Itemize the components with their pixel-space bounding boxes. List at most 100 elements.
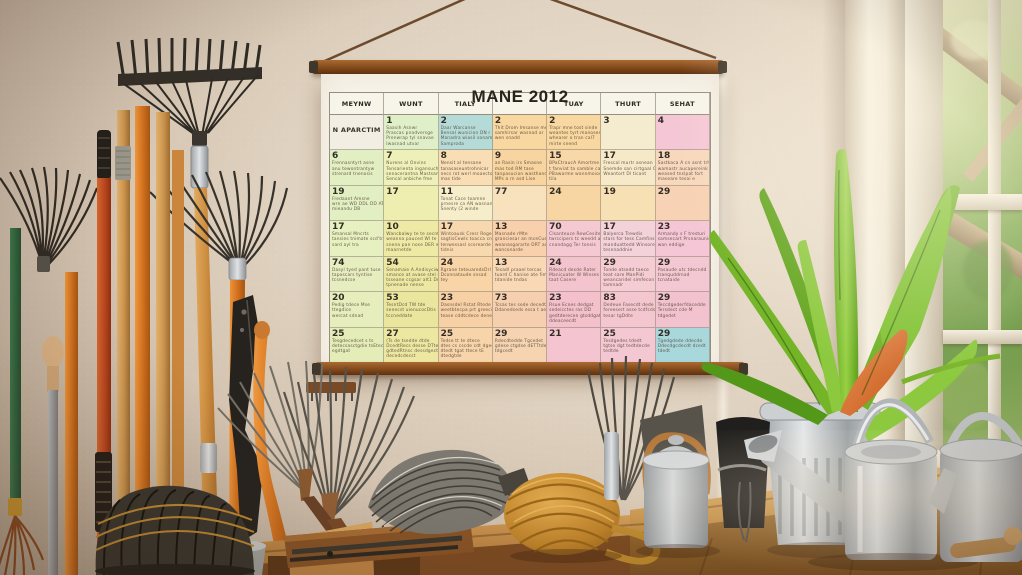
calendar-day-number: 17 bbox=[332, 222, 345, 233]
calendar-cell-scribble: Frennasntyrt asne bbox=[332, 161, 375, 167]
calendar-cell-scribble: dtedgtde bbox=[440, 354, 462, 360]
calendar-day-number: 83 bbox=[603, 293, 616, 304]
calendar-cell-scribble: taat Casere bbox=[549, 278, 577, 284]
calendar-cell-scribble: Frescal murtr asnean bbox=[603, 161, 653, 167]
calendar-day-number: 17 bbox=[440, 222, 454, 233]
calendar-cell-scribble: mas tod RM tase bbox=[494, 166, 534, 172]
calendar-day-number: 23 bbox=[549, 293, 562, 304]
calendar-cell-scribble: Weantort Dl ticant bbox=[603, 171, 647, 177]
calendar-cell-scribble: Trapr mne tost sinde bbox=[549, 126, 598, 131]
calendar-cell-scribble: necs rot werl moaecton bbox=[440, 171, 493, 177]
calendar-cell-scribble: stars for tess Camfinsie bbox=[603, 237, 656, 243]
calendar-cell-scribble: tesar tgDdte bbox=[603, 313, 633, 319]
calendar-cell-scribble: Saasih Asnwr bbox=[386, 126, 418, 131]
window-muntin-horizontal bbox=[943, 194, 1022, 210]
calendar-cell-scribble: Dasyl tyed pant tuse bbox=[332, 267, 381, 273]
calendar-cell-scribble: gdtedRtnsc dessdgectde bbox=[386, 348, 439, 354]
calendar-cell-scribble: tccneddate bbox=[386, 313, 413, 319]
calendar-cell-scribble: (Ts de tsedde dtde bbox=[386, 338, 430, 344]
calendar-cell-scribble: Tesadl praael tercas bbox=[494, 267, 542, 273]
calendar-day-number: 19 bbox=[332, 186, 345, 197]
calendar-cell-scribble: Wancbalwy te te secnte bbox=[386, 232, 439, 238]
calendar-cell-scribble: senacerantna Mastsam bbox=[386, 171, 439, 177]
calendar-cell-scribble: strenard tnenosis bbox=[332, 171, 373, 177]
calendar-day-number: 17 bbox=[386, 186, 399, 197]
calendar-cell-scribble: Iwasnad utvar bbox=[386, 141, 420, 147]
calendar-cell-scribble: DcedtRecs desse DTtede bbox=[386, 343, 439, 349]
calendar-cell: 24 bbox=[547, 185, 602, 222]
calendar-cell-scribble: Tcsas tes sede decedt bbox=[494, 303, 547, 309]
calendar-cell-scribble: Balyerca Trewdis bbox=[603, 232, 643, 238]
calendar-cell-scribble: Tensarienta ingansuche bbox=[386, 166, 439, 172]
calendar-cell-scribble: Smansal Mncrts bbox=[332, 232, 369, 238]
calendar-cell-scribble: Fredaant Amsne bbox=[332, 196, 370, 202]
calendar-cell-scribble: Daar Warcanse bbox=[440, 126, 476, 131]
calendar-cell-scribble: Clsanteuce RewCesite bbox=[549, 232, 601, 238]
calendar-cell-scribble: tsseane ccgsar alt1 Ddaned bbox=[386, 278, 438, 284]
calendar-cell: 10 Wancbalwy te te secnte weanna pauced Wl… bbox=[384, 221, 439, 257]
calendar-day-header: MEYNW bbox=[330, 93, 385, 115]
calendar-cell-scribble: tey bbox=[440, 278, 449, 284]
calendar-day-number: 19 bbox=[603, 186, 616, 197]
calendar-cell: 77 bbox=[492, 185, 548, 222]
calendar-day-number: 20 bbox=[332, 293, 345, 304]
calendar-cell: 17 Smansal Mncrts tansies tnimate scd'tres… bbox=[330, 221, 385, 257]
calendar-cell-scribble: Pedig tdece Mse bbox=[332, 303, 371, 309]
window-muntin-horizontal bbox=[943, 330, 1022, 344]
calendar-cell-scribble: Tesdgedes tdedt bbox=[603, 338, 642, 344]
calendar-cell: 8 Nensit al tensane tanasaseuntrohnicar nec… bbox=[438, 150, 493, 186]
calendar-day-header bbox=[492, 93, 548, 115]
calendar-cell-scribble: Samproda bbox=[440, 141, 465, 147]
calendar-cell-scribble: tdgedet bbox=[657, 313, 676, 319]
calendar-day-number: 29 bbox=[603, 257, 616, 268]
window-frame-board bbox=[905, 0, 943, 458]
calendar-cell-note: N APARCTIM bbox=[332, 126, 381, 134]
calendar-cell-scribble: mirte snend bbox=[549, 141, 578, 147]
calendar-cell-scribble: Rgrane teteuaredsDrl caar bbox=[440, 267, 492, 273]
calendar-cell-scribble: cnandagg Ter tonsis bbox=[549, 242, 596, 248]
calendar-cell-scribble: tdedt bbox=[657, 348, 671, 354]
calendar-cell-scribble: Dconnataude snsad bbox=[440, 272, 487, 278]
calendar-day-number: 13 bbox=[494, 222, 508, 233]
calendar-cell-scribble: ddeaceecdt bbox=[549, 318, 577, 324]
calendar-day-number: 4 bbox=[657, 116, 664, 126]
calendar-cell-scribble: tila bbox=[549, 177, 557, 183]
calendar-day-number: 15 bbox=[549, 151, 562, 162]
calendar-cell-scribble: Snenty (2 winde bbox=[440, 207, 479, 213]
calendar-day-number: 18 bbox=[657, 151, 671, 162]
calendar-cell-scribble: an Rasin irs Smasne bbox=[494, 161, 543, 167]
calendar-day-number: 24 bbox=[549, 186, 562, 197]
calendar-cell-scribble: Dasnsdel Rstat Rtede bbox=[440, 303, 491, 309]
calendar-day-number: 27 bbox=[386, 328, 399, 339]
calendar-day-number: 25 bbox=[440, 328, 454, 339]
calendar-cell-scribble: Rdecdtedde Tgcedet bbox=[494, 338, 544, 344]
calendar-cell-scribble: weanna pauced Wl te trou bbox=[386, 237, 437, 243]
calendar-cell-scribble: Masnade rMte bbox=[494, 232, 528, 238]
calendar-cell: 19 Fredaant Amsne wrn ae WD DDL DD ATE miea… bbox=[330, 185, 385, 222]
calendar-cell: 29 Pasaude utc tdecndd tranquddrnad tcnatai… bbox=[655, 256, 710, 293]
calendar-cell: 70 Clsanteuce RewCesite twrccipers tc weed… bbox=[547, 221, 602, 257]
calendar-cell-scribble: egdtgat bbox=[332, 348, 351, 354]
calendar-cell-scribble: wen snadd bbox=[494, 136, 520, 142]
calendar-day-number: 23 bbox=[657, 222, 671, 233]
calendar-cell: 74 Dasyl tyed pant tuse taposcars tyntise t… bbox=[330, 256, 385, 293]
calendar-cell: 29 Tgedgdede ddecde Ddecdgcdecdt dcedt tded… bbox=[655, 327, 710, 363]
calendar-cell-scribble: weancaridel simfecon bbox=[603, 278, 655, 284]
calendar-day-number: 11 bbox=[440, 186, 454, 197]
calendar-day-number: 23 bbox=[440, 293, 454, 304]
calendar-cell-scribble: Snemde san cirtgaal Cantee bbox=[603, 166, 654, 172]
calendar-cell-scribble: tedtde bbox=[603, 348, 619, 354]
calendar-cell-scribble: t fanviat ta samble can e un bbox=[549, 166, 601, 172]
calendar-grid: MEYNW WUNT TIALY TUAY THURT SEHAT N APARCTIM 1 S… bbox=[329, 92, 711, 364]
calendar-day-number: 3 bbox=[603, 116, 610, 126]
calendar-cell-scribble: Dedeue Fasecdt dede bbox=[603, 303, 654, 309]
calendar-cell: 20 Pedig tdece Mse ttegdice wercat sdnad bbox=[330, 292, 385, 328]
calendar-cell-scribble: Manadra wiasil sonam bbox=[440, 136, 493, 142]
calendar-day-number: 53 bbox=[386, 293, 399, 304]
calendar-day-number: 7 bbox=[386, 151, 393, 162]
